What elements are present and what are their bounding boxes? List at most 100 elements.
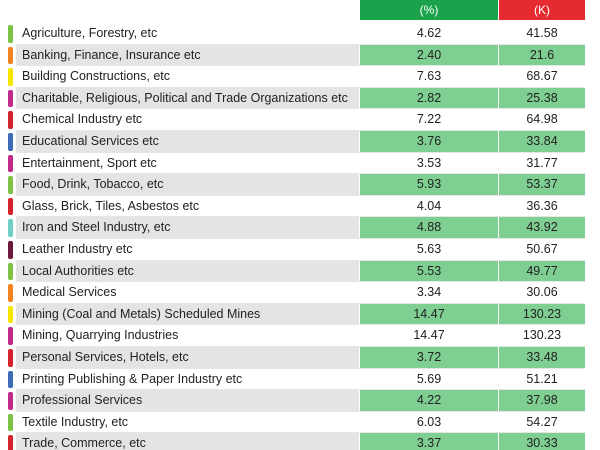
table-row: Food, Drink, Tobacco, etc 5.93 53.37	[0, 174, 600, 196]
row-divider	[16, 237, 585, 239]
k-value: 50.67	[526, 241, 558, 256]
k-value: 31.77	[526, 155, 558, 170]
header-percent: (%)	[360, 0, 498, 20]
category-label: Iron and Steel Industry, etc	[16, 217, 359, 239]
row-divider	[16, 43, 585, 45]
percent-value: 7.22	[416, 112, 442, 127]
percent-value: 4.22	[360, 390, 498, 412]
header-k: (K)	[499, 0, 585, 20]
category-label: Trade, Commerce, etc	[16, 433, 359, 450]
k-value: 33.48	[499, 346, 585, 369]
k-value: 130.23	[522, 328, 562, 343]
table-row: Educational Services etc 3.76 33.84	[0, 130, 600, 153]
table-row: Building Constructions, etc 7.63 68.67	[0, 66, 600, 88]
table-row: Iron and Steel Industry, etc 4.88 43.92	[0, 217, 600, 239]
category-label: Food, Drink, Tobacco, etc	[16, 174, 359, 196]
percent-value: 3.37	[360, 433, 498, 450]
percent-value: 7.63	[416, 69, 442, 84]
percent-value: 5.63	[416, 241, 442, 256]
row-divider	[16, 194, 585, 196]
row-divider	[16, 389, 585, 391]
row-divider	[16, 129, 585, 131]
row-divider	[16, 216, 585, 218]
percent-value: 4.04	[416, 198, 442, 213]
k-value: 25.38	[499, 87, 585, 110]
percent-value: 5.69	[416, 371, 442, 386]
percent-value: 4.88	[360, 217, 498, 239]
table-row: Medical Services 3.34 30.06	[0, 282, 600, 304]
percent-value: 3.76	[360, 130, 498, 153]
k-value: 41.58	[526, 26, 558, 40]
percent-value: 5.93	[360, 174, 498, 196]
row-divider	[16, 281, 585, 283]
percent-value: 14.47	[413, 328, 445, 343]
category-label: Banking, Finance, Insurance etc	[16, 44, 359, 67]
category-label: Entertainment, Sport etc	[22, 155, 157, 170]
percent-value: 3.53	[416, 155, 442, 170]
category-color-marker	[8, 284, 13, 302]
k-value: 30.33	[499, 433, 585, 450]
row-divider	[16, 432, 585, 434]
k-value: 53.37	[499, 174, 585, 196]
row-divider	[16, 65, 585, 67]
table-row: Printing Publishing & Paper Industry etc…	[0, 369, 600, 391]
category-label: Agriculture, Forestry, etc	[22, 26, 158, 40]
k-value: 43.92	[499, 217, 585, 239]
category-label: Glass, Brick, Tiles, Asbestos etc	[22, 198, 200, 213]
k-value: 37.98	[499, 390, 585, 412]
percent-value: 3.72	[360, 346, 498, 369]
row-divider	[16, 367, 585, 369]
category-label: Building Constructions, etc	[22, 69, 170, 84]
category-color-marker	[8, 392, 13, 410]
row-divider	[16, 345, 585, 347]
category-color-marker	[8, 154, 13, 173]
k-value: 33.84	[499, 130, 585, 153]
row-divider	[16, 259, 585, 261]
k-value: 68.67	[526, 69, 558, 84]
category-label: Leather Industry etc	[22, 241, 133, 256]
table-body: Agriculture, Forestry, etc 4.62 41.58 Banki…	[0, 23, 600, 450]
table-row: Banking, Finance, Insurance etc 2.40 21.6	[0, 44, 600, 67]
category-color-marker	[8, 132, 13, 151]
category-color-marker	[8, 305, 13, 324]
table-row: Charitable, Religious, Political and Tra…	[0, 87, 600, 110]
category-color-marker	[8, 413, 13, 432]
row-divider	[16, 324, 585, 326]
row-divider	[16, 86, 585, 88]
k-value: 54.27	[526, 414, 558, 429]
category-color-marker	[8, 370, 13, 389]
category-color-marker	[8, 25, 13, 43]
category-color-marker	[8, 197, 13, 216]
category-label: Professional Services	[16, 390, 359, 412]
category-color-marker	[8, 262, 13, 281]
category-color-marker	[8, 348, 13, 367]
table-row: Professional Services 4.22 37.98	[0, 390, 600, 412]
category-color-marker	[8, 435, 13, 450]
category-label: Mining (Coal and Metals) Scheduled Mines	[16, 303, 359, 326]
category-color-marker	[8, 111, 13, 129]
category-label: Printing Publishing & Paper Industry etc	[22, 371, 243, 386]
k-value: 36.36	[526, 198, 558, 213]
category-color-marker	[8, 219, 13, 237]
category-label: Educational Services etc	[16, 130, 359, 153]
percent-value: 14.47	[360, 303, 498, 326]
percent-value: 4.62	[416, 26, 442, 40]
category-label: Mining, Quarrying Industries	[22, 328, 179, 343]
category-label: Chemical Industry etc	[22, 112, 143, 127]
table-row: Entertainment, Sport etc 3.53 31.77	[0, 153, 600, 175]
k-value: 64.98	[526, 112, 558, 127]
k-value: 49.77	[499, 260, 585, 283]
table-row: Glass, Brick, Tiles, Asbestos etc 4.04 36.…	[0, 196, 600, 218]
table-row: Trade, Commerce, etc 3.37 30.33	[0, 433, 600, 450]
table-row: Agriculture, Forestry, etc 4.62 41.58	[0, 23, 600, 45]
table-row: Mining (Coal and Metals) Scheduled Mines…	[0, 303, 600, 326]
table-row: Leather Industry etc 5.63 50.67	[0, 239, 600, 261]
category-label: Personal Services, Hotels, etc	[16, 346, 359, 369]
table-row: Personal Services, Hotels, etc 3.72 33.48	[0, 346, 600, 369]
percent-value: 3.34	[416, 285, 442, 300]
table-row: Textile Industry, etc 6.03 54.27	[0, 412, 600, 434]
row-divider	[16, 173, 585, 175]
k-value: 51.21	[526, 371, 558, 386]
row-divider	[16, 302, 585, 304]
